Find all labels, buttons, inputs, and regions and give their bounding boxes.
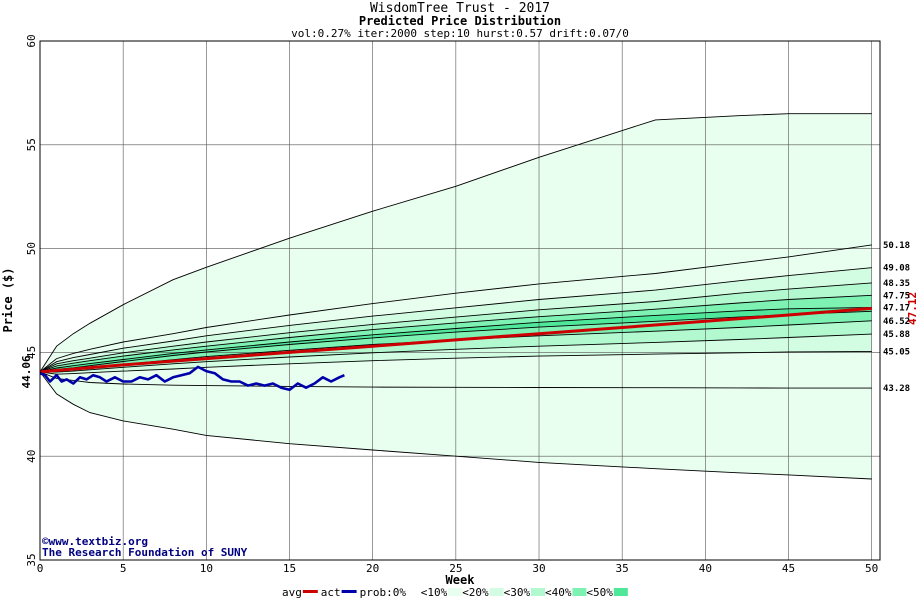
legend-swatch-3 — [406, 587, 422, 597]
band-value-label-5: 47.17 — [883, 303, 910, 313]
band-2-lower-line — [39, 350, 872, 375]
x-axis-label: Week — [446, 573, 476, 587]
band-value-label-7: 45.88 — [883, 330, 910, 340]
legend-label-6: <30% — [504, 586, 531, 599]
band-4-upper-line — [39, 294, 872, 373]
plot-area — [39, 40, 881, 561]
band-value-label-6: 46.52 — [883, 317, 910, 327]
band-value-label-8: 45.05 — [883, 347, 910, 357]
band-value-label-2: 49.08 — [883, 264, 910, 274]
x-tick-label-15: 15 — [283, 562, 296, 575]
y-tick-label-60: 60 — [25, 34, 38, 47]
band-value-label-1: 50.18 — [883, 241, 910, 251]
band-5-lower-line — [39, 310, 872, 373]
end-value-label: 47.12 — [906, 292, 919, 325]
legend-swatch-5 — [489, 588, 504, 596]
y-axis-label: Price ($) — [1, 267, 15, 332]
chart-title: WisdomTree Trust - 2017 — [370, 1, 550, 16]
legend-label-8: <50% — [586, 586, 613, 599]
x-tick-label-35: 35 — [616, 562, 629, 575]
legend: avg act prob:0% <10% <20% <30% <40% <50% — [282, 586, 628, 599]
envelope-upper-line — [39, 113, 872, 373]
legend-label-3: prob:0% — [360, 586, 407, 599]
legend-label-1: avg — [282, 586, 302, 599]
legend-line-avg — [302, 590, 318, 593]
legend-swatch-4 — [448, 588, 463, 596]
legend-line-act — [341, 590, 357, 593]
band-1-lower-line — [39, 371, 872, 389]
y-tick-label-40: 40 — [25, 450, 38, 463]
legend-label-7: <40% — [545, 586, 572, 599]
start-value-label: 44.06 — [20, 355, 33, 388]
legend-swatch-8 — [613, 588, 628, 596]
band-1-upper-line — [39, 244, 872, 373]
credit-line-1: ©www.textbiz.org — [42, 535, 148, 548]
credit-line-2: The Research Foundation of SUNY — [42, 546, 248, 559]
y-tick-label-35: 35 — [25, 553, 38, 566]
x-tick-label-20: 20 — [366, 562, 379, 575]
band-3-upper-line — [39, 282, 872, 373]
plot-frame — [39, 40, 881, 561]
legend-swatch-6 — [531, 588, 545, 596]
envelope-lower-line — [39, 371, 872, 480]
x-tick-label-0: 0 — [37, 562, 44, 575]
y-tick-label-45: 45 — [25, 346, 38, 359]
legend-label-4: <10% — [421, 586, 448, 599]
band-5-upper-line — [39, 306, 872, 373]
x-tick-label-10: 10 — [200, 562, 213, 575]
x-tick-label-40: 40 — [699, 562, 712, 575]
band-2-upper-line — [39, 267, 872, 373]
band-3-lower-line — [39, 333, 872, 373]
legend-label-2: act — [321, 586, 341, 599]
y-tick-label-55: 55 — [25, 138, 38, 151]
x-tick-label-25: 25 — [449, 562, 462, 575]
x-tick-label-5: 5 — [120, 562, 127, 575]
series-act-line — [39, 365, 345, 392]
chart-subtitle: Predicted Price Distribution — [359, 14, 561, 28]
legend-label-5: <20% — [462, 586, 489, 599]
series-avg-line — [39, 306, 872, 374]
x-tick-label-50: 50 — [865, 562, 878, 575]
chart-params: vol:0.27% iter:2000 step:10 hurst:0.57 d… — [291, 27, 629, 40]
band-value-label-9: 43.28 — [883, 384, 910, 394]
x-tick-label-30: 30 — [532, 562, 545, 575]
y-tick-label-50: 50 — [25, 242, 38, 255]
legend-swatch-7 — [572, 588, 587, 596]
band-value-label-3: 48.35 — [883, 279, 910, 289]
x-tick-label-45: 45 — [782, 562, 795, 575]
band-value-label-4: 47.75 — [883, 291, 910, 301]
